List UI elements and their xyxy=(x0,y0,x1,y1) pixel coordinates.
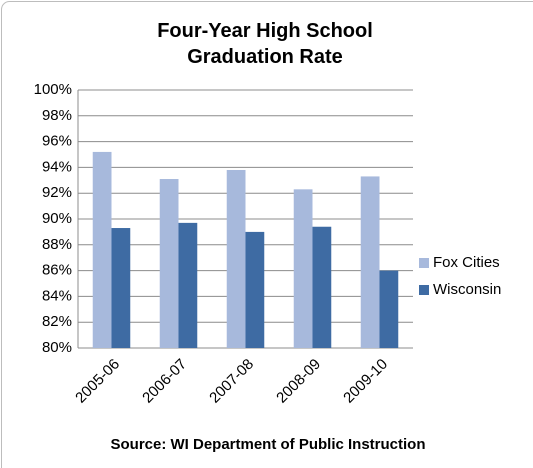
y-tick-label: 80% xyxy=(42,339,72,356)
bar xyxy=(312,226,332,348)
y-tick-label: 98% xyxy=(42,107,72,124)
y-tick-label: 82% xyxy=(42,313,72,330)
bar xyxy=(379,270,399,348)
source-note: Source: WI Department of Public Instruct… xyxy=(110,436,425,453)
bar xyxy=(245,231,265,348)
bar xyxy=(360,176,380,348)
legend-label: Fox Cities xyxy=(433,254,500,271)
y-tick-label: 100% xyxy=(34,81,72,98)
bar xyxy=(92,151,112,348)
y-tick-label: 86% xyxy=(42,262,72,279)
y-tick-label: 88% xyxy=(42,236,72,253)
y-tick-label: 90% xyxy=(42,210,72,227)
y-tick-label: 92% xyxy=(42,184,72,201)
y-tick-label: 84% xyxy=(42,287,72,304)
bar xyxy=(159,179,179,348)
chart-title: Four-Year High School Graduation Rate xyxy=(157,20,373,68)
legend-swatch xyxy=(419,285,429,295)
bar xyxy=(293,189,313,348)
y-tick-label: 96% xyxy=(42,133,72,150)
bar xyxy=(111,228,131,348)
legend-swatch xyxy=(419,258,429,268)
bar xyxy=(226,169,246,348)
bar xyxy=(178,222,198,348)
legend-label: Wisconsin xyxy=(433,281,501,298)
y-tick-label: 94% xyxy=(42,158,72,175)
